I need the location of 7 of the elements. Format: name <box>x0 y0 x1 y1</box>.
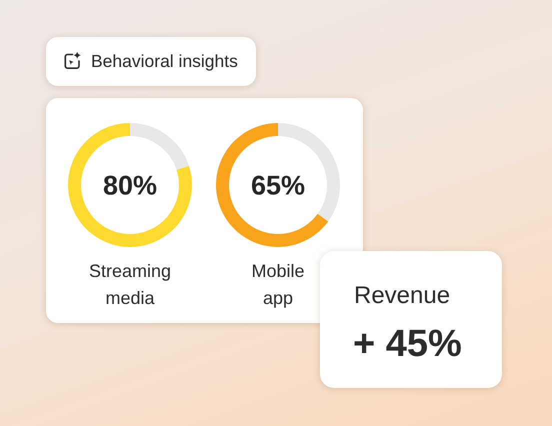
data-label: 65% <box>250 170 306 201</box>
text: Behavioral insights <box>91 50 238 73</box>
text: + 45% <box>353 322 462 366</box>
data-label: 80% <box>102 170 158 201</box>
text: Streaming media <box>88 260 172 310</box>
text: Mobile app <box>251 260 305 310</box>
text: Revenue <box>354 282 450 310</box>
